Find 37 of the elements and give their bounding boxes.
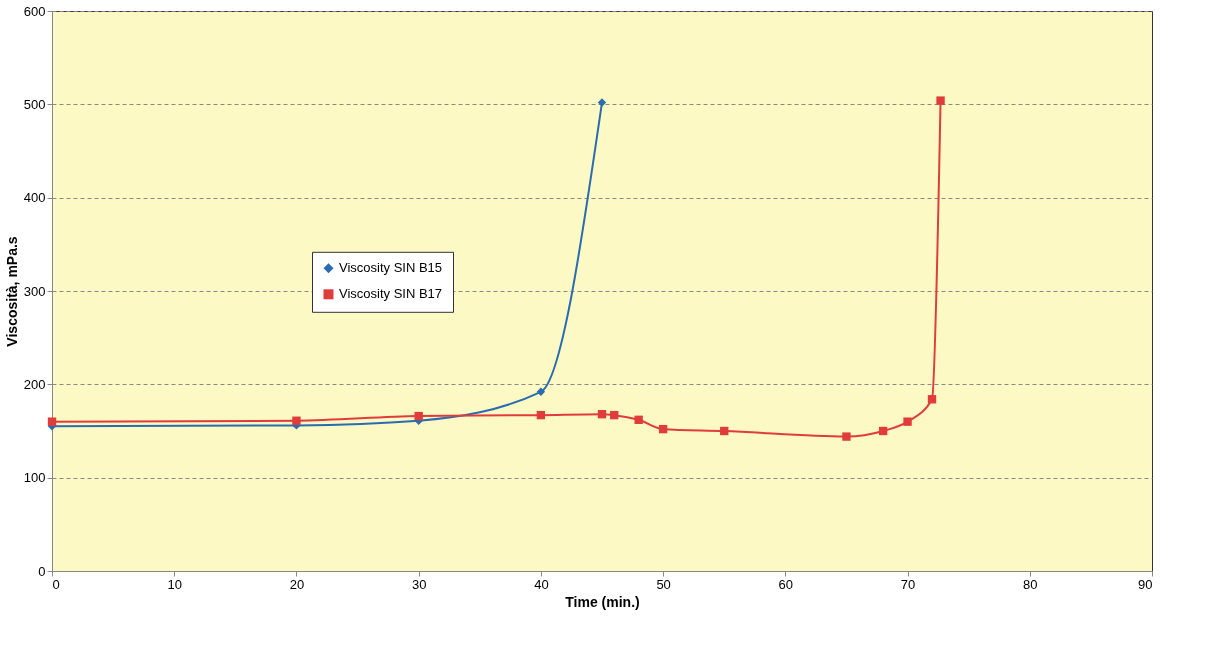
x-tick-label: 10: [167, 576, 182, 592]
y-tick-label: 300: [23, 283, 46, 299]
x-tick-label: 50: [656, 576, 671, 592]
x-tick-label: 70: [900, 576, 916, 592]
point: [536, 410, 546, 420]
point: [597, 98, 607, 107]
x-tick-label: 0: [52, 576, 60, 592]
point: [720, 426, 729, 436]
point: [658, 424, 668, 434]
point: [597, 410, 607, 419]
point: [842, 432, 851, 441]
x-tick-label: 80: [1023, 576, 1038, 592]
point: [610, 410, 619, 420]
x-tick-label: 60: [778, 576, 794, 592]
point: [903, 417, 912, 426]
y-tick-label: 500: [23, 96, 46, 112]
point: [536, 387, 546, 396]
point: [47, 417, 57, 426]
y-tick-label: 100: [23, 470, 46, 486]
y-tick-label: 600: [23, 3, 46, 19]
y-axis-title: Viscosità, mPa.s: [3, 236, 20, 347]
point: [414, 411, 423, 421]
x-tick-label: 90: [1138, 576, 1153, 592]
point: [634, 415, 643, 424]
y-tick-label: 200: [23, 376, 46, 392]
y-tick-label: 0: [38, 563, 46, 579]
point: [292, 416, 301, 425]
legend-label: Viscosity SIN B15: [339, 260, 443, 276]
x-tick-label: 30: [411, 576, 427, 592]
y-tick-label: 400: [23, 190, 46, 206]
point: [927, 395, 937, 404]
x-tick-label: 20: [289, 576, 305, 592]
x-axis-title: Time (min.): [565, 593, 640, 610]
legend-label: Viscosity SIN B17: [339, 286, 443, 302]
x-tick-label: 40: [534, 576, 549, 592]
point: [878, 426, 888, 436]
point: [936, 96, 945, 105]
